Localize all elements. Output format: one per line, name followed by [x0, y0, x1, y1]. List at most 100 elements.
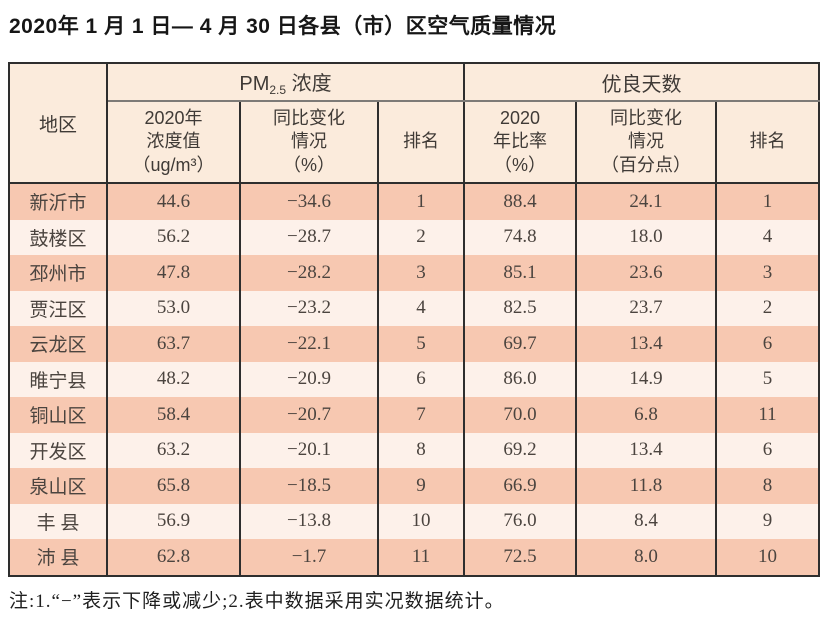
header-group-row: 地区 PM2.5 浓度 优良天数 [8, 63, 821, 184]
region-cell: 睢宁县 [8, 361, 108, 397]
table-row: 邳州市 47.8 −28.2 3 85.1 23.6 3 [8, 255, 821, 291]
air-quality-table: 地区 PM2.5 浓度 优良天数 2020年 浓度值 （ug/m³） 同比变化 … [8, 62, 821, 577]
pm-value-cell: 47.8 [106, 255, 241, 291]
gd-change-cell: 23.6 [575, 255, 717, 291]
pm-value-cell: 63.2 [106, 432, 241, 468]
table-row: 铜山区 58.4 −20.7 7 70.0 6.8 11 [8, 397, 821, 433]
pm-rank-cell: 7 [377, 397, 465, 433]
table-row: 贾汪区 53.0 −23.2 4 82.5 23.7 2 [8, 290, 821, 326]
table-row: 开发区 63.2 −20.1 8 69.2 13.4 6 [8, 432, 821, 468]
gd-rank-cell: 10 [714, 539, 821, 576]
column-header-gd-rank: 排名 [714, 101, 821, 184]
gd-ratio-cell: 82.5 [463, 290, 577, 326]
gd-ratio-cell: 72.5 [463, 539, 577, 576]
table-header: 地区 PM2.5 浓度 优良天数 2020年 浓度值 （ug/m³） 同比变化 … [8, 63, 821, 184]
pm-rank-cell: 1 [377, 183, 465, 220]
pm-rank-cell: 4 [377, 290, 465, 326]
pm-rank-cell: 10 [377, 503, 465, 539]
table-row: 沛 县 62.8 −1.7 11 72.5 8.0 10 [8, 539, 821, 576]
pm-change-cell: −22.1 [239, 326, 379, 362]
pm-rank-cell: 8 [377, 432, 465, 468]
pm-change-cell: −20.1 [239, 432, 379, 468]
gd-ratio-cell: 69.2 [463, 432, 577, 468]
gd-ratio-cell: 69.7 [463, 326, 577, 362]
table-row: 云龙区 63.7 −22.1 5 69.7 13.4 6 [8, 326, 821, 362]
region-cell: 沛 县 [8, 539, 108, 576]
region-cell: 鼓楼区 [8, 219, 108, 255]
gd-ratio-cell: 70.0 [463, 397, 577, 433]
pm25-label-suffix: 浓度 [286, 73, 332, 95]
table-row: 鼓楼区 56.2 −28.7 2 74.8 18.0 4 [8, 219, 821, 255]
pm-change-cell: −20.9 [239, 361, 379, 397]
region-cell: 贾汪区 [8, 290, 108, 326]
footnote: 注:1.“−”表示下降或减少;2.表中数据采用实况数据统计。 [9, 591, 505, 612]
column-header-region: 地区 [8, 63, 108, 184]
gd-rank-cell: 8 [714, 468, 821, 504]
gd-change-cell: 6.8 [575, 397, 717, 433]
table-row: 新沂市 44.6 −34.6 1 88.4 24.1 1 [8, 183, 821, 220]
region-cell: 泉山区 [8, 468, 108, 504]
gd-rank-cell: 5 [714, 361, 821, 397]
pm25-label-prefix: PM [239, 73, 270, 95]
table-row: 睢宁县 48.2 −20.9 6 86.0 14.9 5 [8, 361, 821, 397]
pm-value-cell: 44.6 [106, 183, 241, 220]
column-header-pm-rank: 排名 [377, 101, 465, 184]
region-cell: 铜山区 [8, 397, 108, 433]
pm-value-cell: 58.4 [106, 397, 241, 433]
gd-ratio-cell: 85.1 [463, 255, 577, 291]
pm-change-cell: −34.6 [239, 183, 379, 220]
gd-change-cell: 18.0 [575, 219, 717, 255]
column-group-pm25: PM2.5 浓度 [106, 63, 465, 102]
pm-change-cell: −13.8 [239, 503, 379, 539]
table-row: 泉山区 65.8 −18.5 9 66.9 11.8 8 [8, 468, 821, 504]
region-cell: 开发区 [8, 432, 108, 468]
region-cell: 新沂市 [8, 183, 108, 220]
gd-ratio-cell: 86.0 [463, 361, 577, 397]
region-cell: 丰 县 [8, 503, 108, 539]
pm-value-cell: 53.0 [106, 290, 241, 326]
gd-change-cell: 13.4 [575, 432, 717, 468]
gd-ratio-cell: 88.4 [463, 183, 577, 220]
page-title: 2020年 1 月 1 日— 4 月 30 日各县（市）区空气质量情况 [9, 15, 557, 38]
gd-rank-cell: 3 [714, 255, 821, 291]
gd-change-cell: 14.9 [575, 361, 717, 397]
pm-value-cell: 48.2 [106, 361, 241, 397]
pm-change-cell: −20.7 [239, 397, 379, 433]
gd-rank-cell: 4 [714, 219, 821, 255]
table-body: 新沂市 44.6 −34.6 1 88.4 24.1 1 鼓楼区 56.2 −2… [8, 183, 821, 576]
gd-change-cell: 8.0 [575, 539, 717, 576]
region-cell: 邳州市 [8, 255, 108, 291]
pm-value-cell: 65.8 [106, 468, 241, 504]
column-header-gd-change: 同比变化 情况 （百分点） [575, 101, 717, 184]
header-sub-row: 2020年 浓度值 （ug/m³） 同比变化 情况 （%） 排名 2020 年比… [9, 101, 821, 184]
pm-rank-cell: 3 [377, 255, 465, 291]
gd-rank-cell: 1 [714, 183, 821, 220]
pm-change-cell: −18.5 [239, 468, 379, 504]
pm-rank-cell: 6 [377, 361, 465, 397]
table-row: 丰 县 56.9 −13.8 10 76.0 8.4 9 [8, 503, 821, 539]
gd-change-cell: 8.4 [575, 503, 717, 539]
gd-change-cell: 13.4 [575, 326, 717, 362]
pm25-subscript: 2.5 [269, 83, 287, 97]
gd-change-cell: 11.8 [575, 468, 717, 504]
gd-ratio-cell: 66.9 [463, 468, 577, 504]
pm-value-cell: 63.7 [106, 326, 241, 362]
column-header-gd-ratio: 2020 年比率 （%） [463, 101, 577, 184]
gd-rank-cell: 6 [714, 326, 821, 362]
column-header-pm-change: 同比变化 情况 （%） [239, 101, 379, 184]
pm-rank-cell: 11 [377, 539, 465, 576]
gd-rank-cell: 11 [714, 397, 821, 433]
gd-rank-cell: 6 [714, 432, 821, 468]
gd-ratio-cell: 74.8 [463, 219, 577, 255]
gd-rank-cell: 9 [714, 503, 821, 539]
pm-change-cell: −23.2 [239, 290, 379, 326]
column-header-pm-value: 2020年 浓度值 （ug/m³） [106, 101, 241, 184]
pm-rank-cell: 5 [377, 326, 465, 362]
pm-value-cell: 56.2 [106, 219, 241, 255]
pm-change-cell: −28.7 [239, 219, 379, 255]
pm-rank-cell: 2 [377, 219, 465, 255]
gd-change-cell: 24.1 [575, 183, 717, 220]
gd-ratio-cell: 76.0 [463, 503, 577, 539]
region-cell: 云龙区 [8, 326, 108, 362]
gd-rank-cell: 2 [714, 290, 821, 326]
